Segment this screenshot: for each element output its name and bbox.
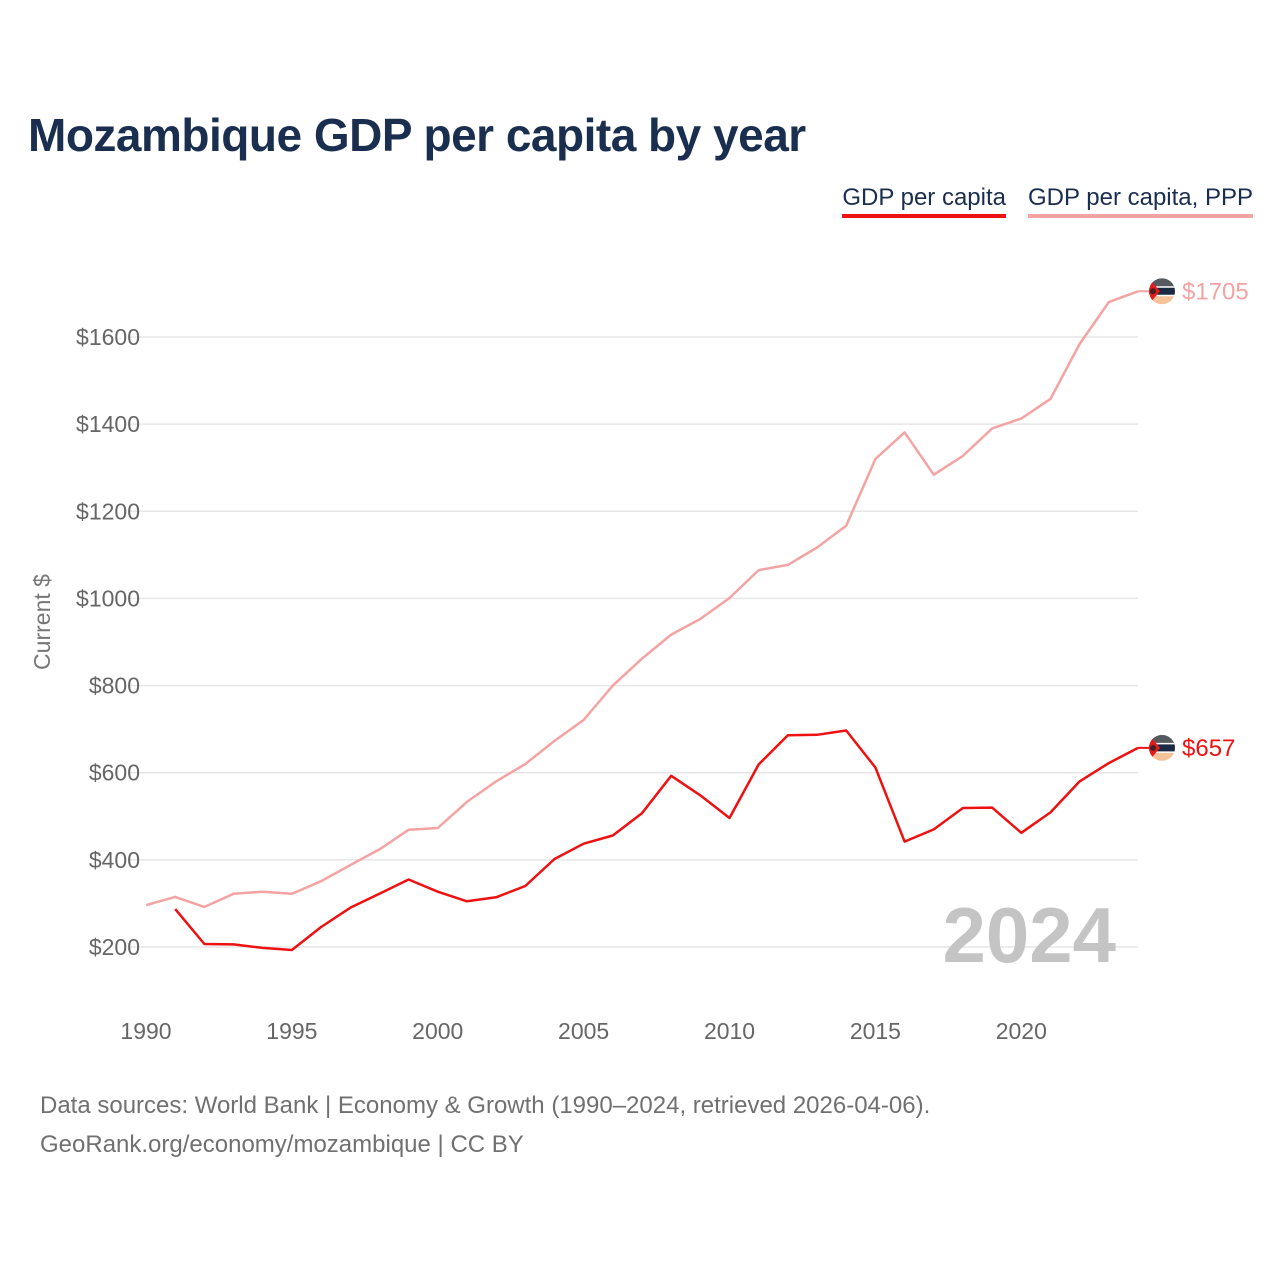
- chart-title: Mozambique GDP per capita by year: [28, 109, 806, 161]
- series-line-1: [145, 290, 1139, 909]
- series-group: $1705 $657: [145, 278, 1249, 952]
- y-tick-label: $1600: [76, 324, 140, 350]
- legend-item-gdp-per-capita[interactable]: GDP per capita: [842, 184, 1006, 218]
- y-axis-label: Current $: [29, 574, 55, 670]
- x-tick-label: 2000: [412, 1018, 463, 1044]
- gridlines: [128, 336, 1138, 948]
- legend: GDP per capita GDP per capita, PPP: [842, 184, 1253, 218]
- y-tick-label: $600: [89, 760, 140, 786]
- x-tick-label: 2015: [850, 1018, 901, 1044]
- y-tick-label: $400: [89, 847, 140, 873]
- y-tick-label: $1000: [76, 585, 140, 611]
- x-tick-label: 2010: [704, 1018, 755, 1044]
- series-line-0: [174, 729, 1139, 952]
- y-tick-label: $800: [89, 673, 140, 699]
- x-tick-label: 1990: [120, 1018, 171, 1044]
- y-tick-label: $200: [89, 934, 140, 960]
- y-axis-ticks: $200 $400 $600 $800 $1000 $1200 $1400 $1600: [76, 324, 140, 960]
- source-note: Data sources: World Bank | Economy & Gro…: [40, 1086, 930, 1164]
- end-value-label: $1705: [1182, 278, 1249, 305]
- source-line-1: Data sources: World Bank | Economy & Gro…: [40, 1092, 931, 1119]
- x-axis-ticks: 1990 1995 2000 2005 2010 2015 2020: [120, 1018, 1046, 1044]
- y-tick-label: $1200: [76, 498, 140, 524]
- legend-item-gdp-per-capita-ppp[interactable]: GDP per capita, PPP: [1028, 184, 1253, 218]
- year-marker: 2024: [942, 891, 1116, 979]
- chart-area: $200 $400 $600 $800 $1000 $1200 $1400 $1600 199…: [29, 278, 1249, 1044]
- x-tick-label: 2020: [996, 1018, 1047, 1044]
- flag-icon: [1149, 734, 1175, 761]
- y-tick-label: $1400: [76, 411, 140, 437]
- flag-icon: [1149, 278, 1175, 305]
- source-line-2[interactable]: GeoRank.org/economy/mozambique | CC BY: [40, 1131, 524, 1158]
- end-value-label: $657: [1182, 735, 1235, 762]
- x-tick-label: 1995: [266, 1018, 317, 1044]
- x-tick-label: 2005: [558, 1018, 609, 1044]
